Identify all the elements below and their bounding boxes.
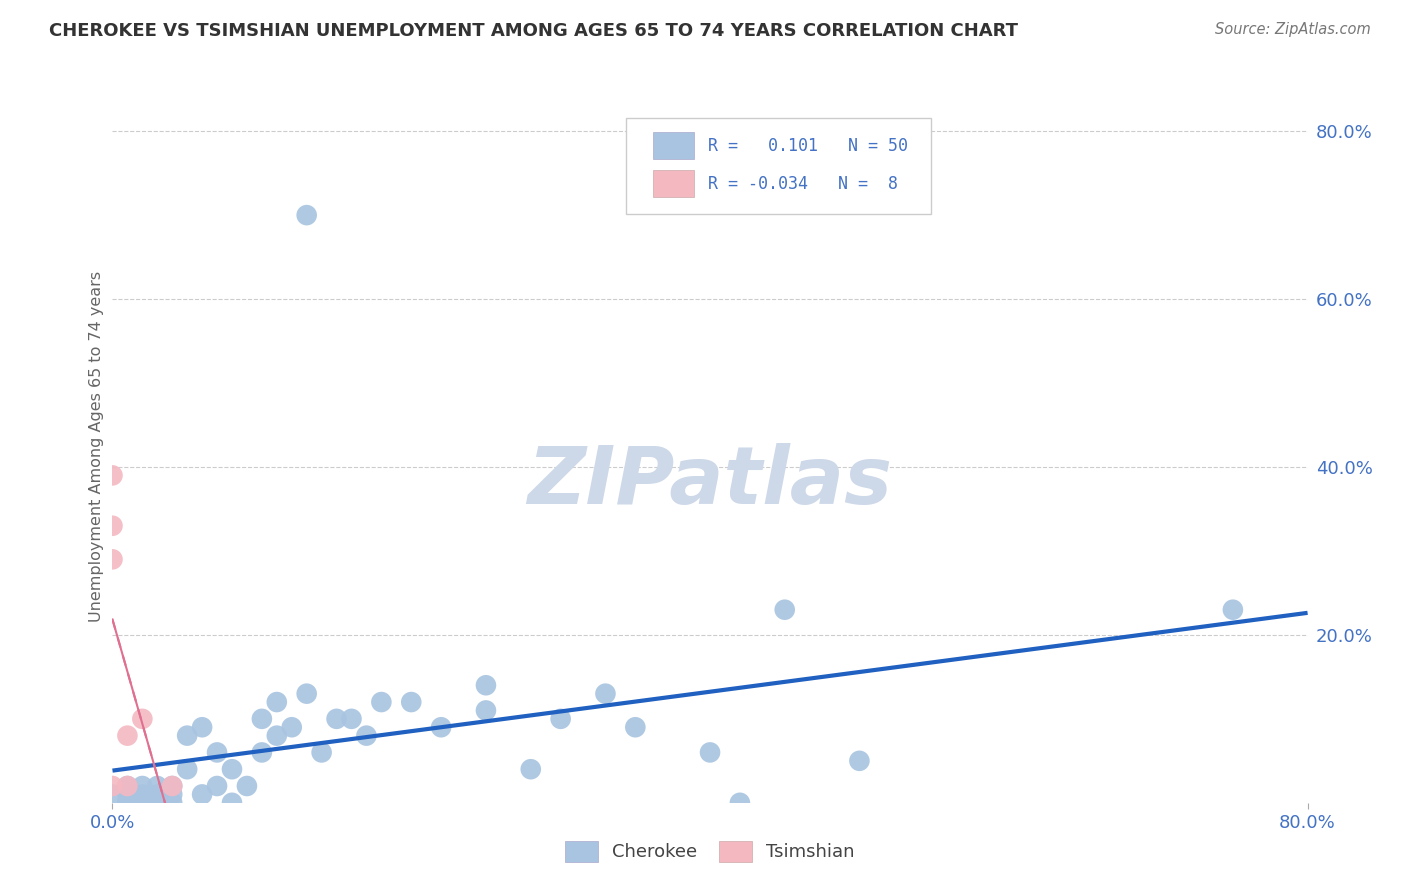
Point (311, 746, 333, 760)
Point (475, 703, 498, 717)
Point (191, 720, 214, 734)
Point (131, 788, 153, 802)
Point (117, 788, 139, 802)
FancyBboxPatch shape (627, 118, 931, 214)
Point (191, 788, 214, 802)
Point (295, 208, 318, 222)
Point (101, 552, 124, 566)
Point (325, 712, 347, 726)
Point (773, 603, 796, 617)
Point (205, 779, 228, 793)
Point (176, 729, 198, 743)
Point (101, 779, 124, 793)
Point (131, 779, 153, 793)
Point (520, 762, 543, 776)
FancyBboxPatch shape (652, 132, 695, 160)
Point (295, 687, 318, 701)
Point (162, 779, 183, 793)
Point (117, 796, 139, 810)
FancyBboxPatch shape (652, 170, 695, 197)
Point (370, 695, 392, 709)
Point (266, 729, 288, 743)
Point (146, 788, 169, 802)
Point (131, 796, 153, 810)
Point (162, 796, 183, 810)
Point (728, 796, 751, 810)
Point (699, 746, 721, 760)
Point (101, 468, 124, 483)
Point (146, 796, 169, 810)
Point (281, 720, 304, 734)
Point (162, 779, 183, 793)
Text: R =   0.101   N = 50: R = 0.101 N = 50 (707, 136, 908, 155)
Point (117, 729, 139, 743)
Point (221, 762, 243, 776)
Point (131, 712, 153, 726)
Point (356, 729, 378, 743)
Point (250, 712, 273, 726)
Text: ZIPatlas: ZIPatlas (527, 442, 893, 521)
Point (430, 720, 453, 734)
Text: CHEROKEE VS TSIMSHIAN UNEMPLOYMENT AMONG AGES 65 TO 74 YEARS CORRELATION CHART: CHEROKEE VS TSIMSHIAN UNEMPLOYMENT AMONG… (49, 22, 1018, 40)
Point (221, 796, 243, 810)
Point (848, 754, 870, 768)
Point (101, 518, 124, 533)
Y-axis label: Unemployment Among Ages 65 to 74 years: Unemployment Among Ages 65 to 74 years (89, 270, 104, 622)
Legend: Cherokee, Tsimshian: Cherokee, Tsimshian (565, 841, 855, 862)
Point (117, 779, 139, 793)
Point (205, 746, 228, 760)
Point (550, 712, 572, 726)
Point (162, 788, 183, 802)
Point (101, 788, 124, 802)
Point (401, 695, 423, 709)
Point (475, 678, 498, 692)
Point (146, 779, 169, 793)
Point (117, 779, 139, 793)
Text: R = -0.034   N =  8: R = -0.034 N = 8 (707, 175, 897, 193)
Point (131, 796, 153, 810)
Point (236, 779, 259, 793)
Point (266, 695, 288, 709)
Point (595, 687, 617, 701)
Point (624, 720, 647, 734)
Point (117, 796, 139, 810)
Point (117, 796, 139, 810)
Point (340, 712, 363, 726)
Point (1222, 603, 1244, 617)
Text: Source: ZipAtlas.com: Source: ZipAtlas.com (1215, 22, 1371, 37)
Point (176, 762, 198, 776)
Point (250, 746, 273, 760)
